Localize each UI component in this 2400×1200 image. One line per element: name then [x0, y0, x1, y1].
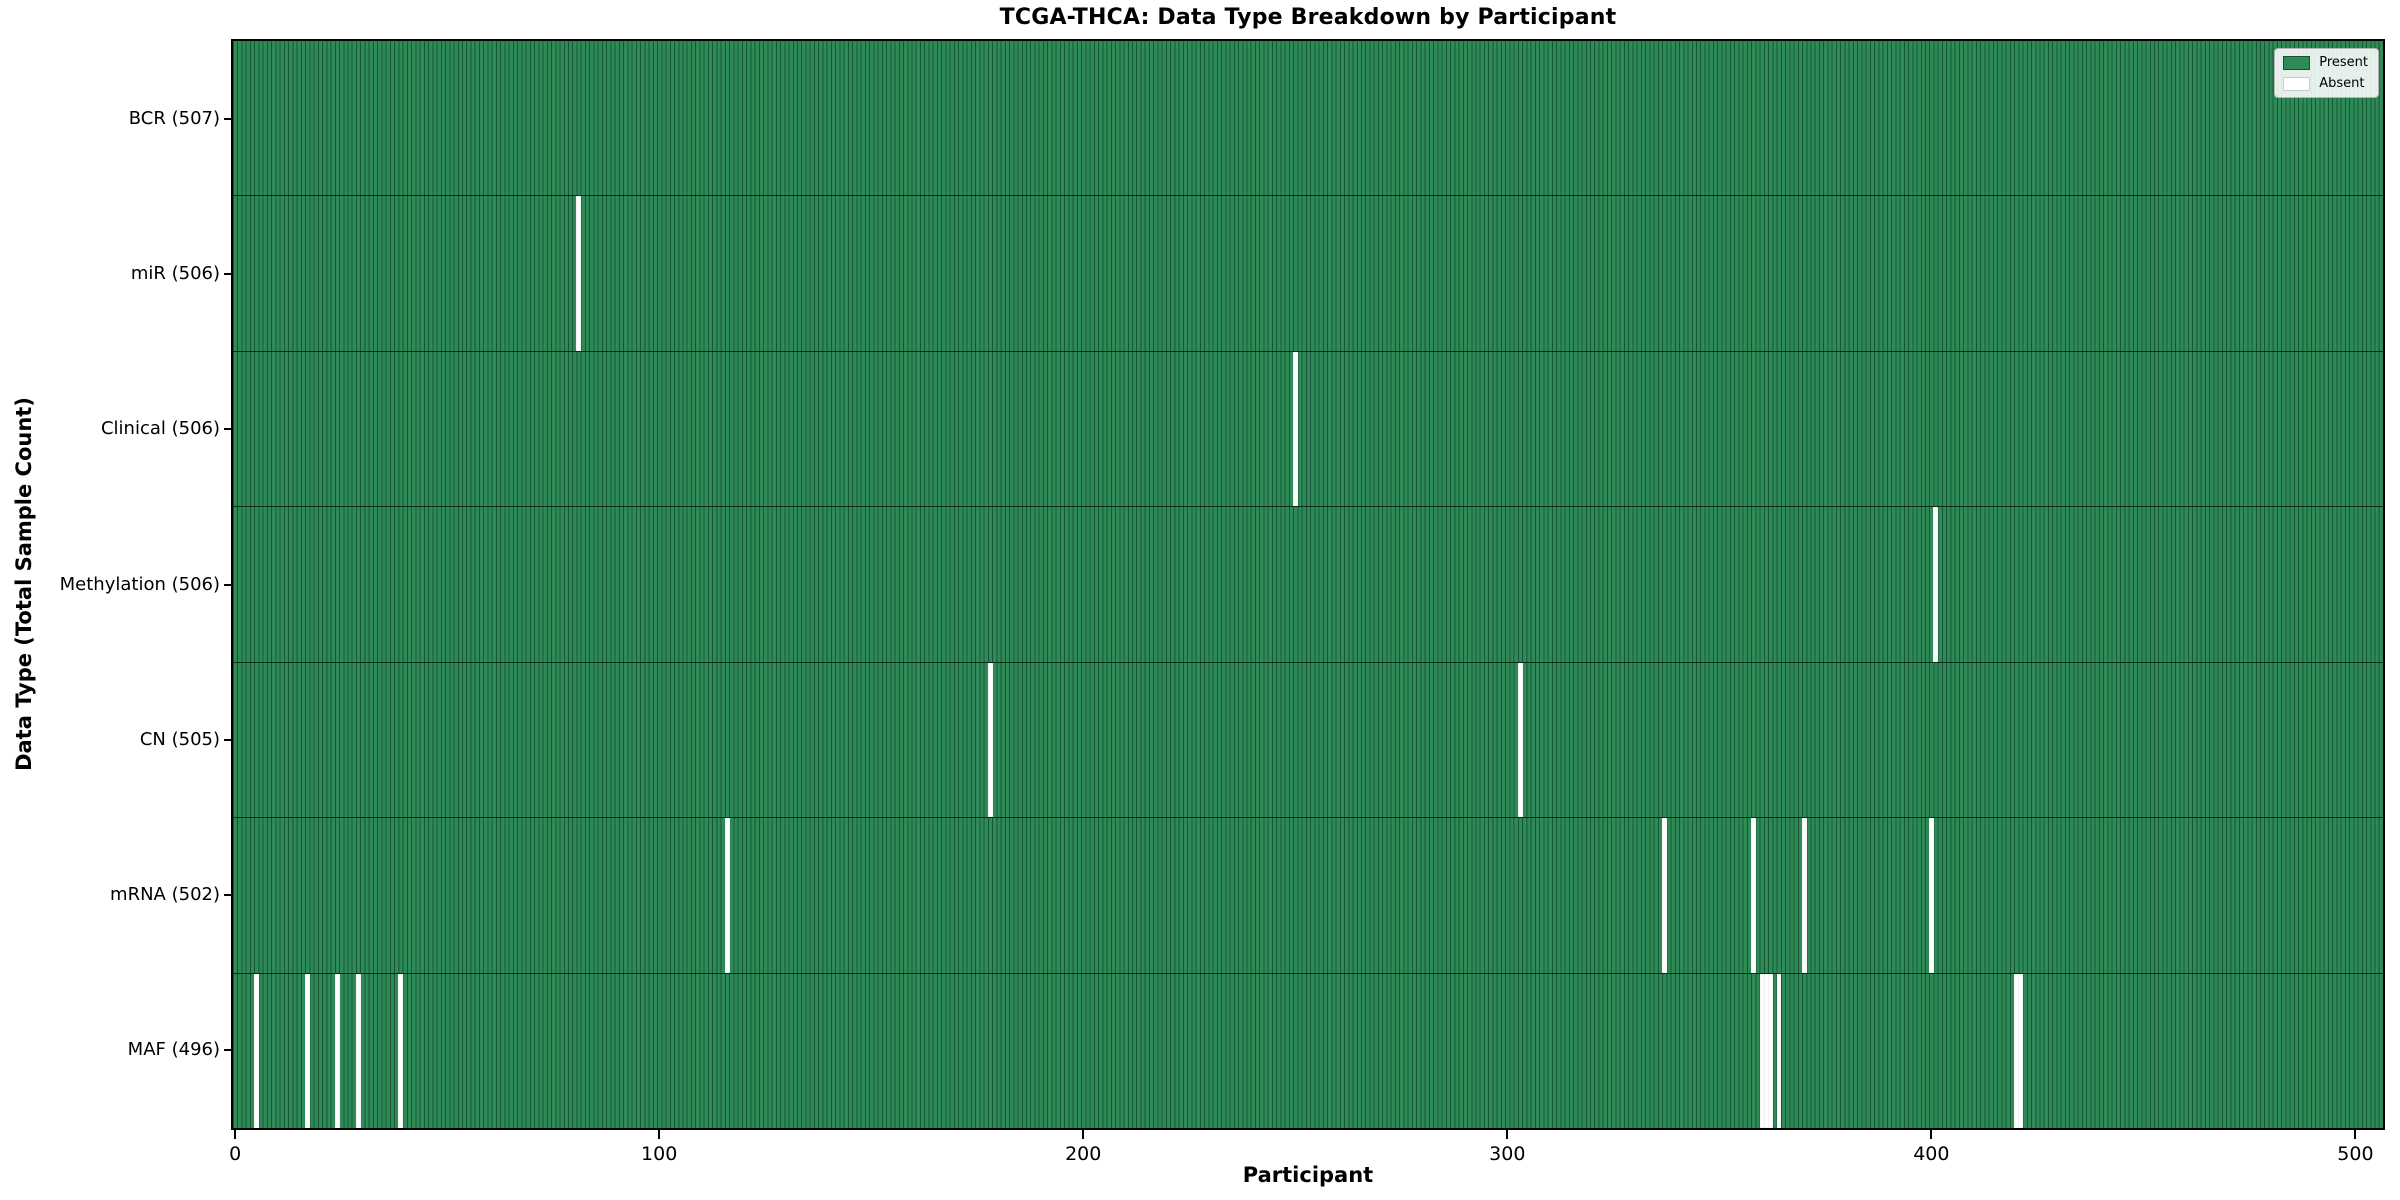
xtick-mark	[234, 1130, 237, 1139]
legend-entry-absent: Absent	[2283, 76, 2368, 91]
xtick-label-300: 300	[1489, 1143, 1526, 1165]
absent-gap	[1768, 973, 1773, 1128]
heatmap-row-cn	[233, 662, 2383, 819]
ytick-label-mir: miR (506)	[130, 262, 220, 284]
heatmap-row-methylation	[233, 507, 2383, 663]
absent-gap	[1751, 818, 1756, 973]
xtick-label-200: 200	[1065, 1143, 1102, 1165]
legend-label-absent: Absent	[2319, 76, 2365, 91]
heatmap-row-mir	[233, 196, 2383, 352]
xtick-mark	[1082, 1130, 1085, 1139]
absent-gap	[1763, 973, 1769, 1128]
xtick-label-400: 400	[1913, 1143, 1950, 1165]
ytick-label-mrna: mRNA (502)	[110, 884, 220, 906]
xtick-label-500: 500	[2337, 1143, 2374, 1165]
ytick-mark	[224, 894, 233, 897]
heatmap-row-maf	[233, 973, 2383, 1128]
absent-gap	[987, 662, 993, 818]
absent-gap	[1933, 507, 1939, 662]
legend-entry-present: Present	[2283, 55, 2368, 70]
absent-gap	[398, 973, 404, 1128]
absent-gap	[1293, 351, 1298, 507]
xtick-mark	[1930, 1130, 1933, 1139]
ytick-mark	[224, 1049, 233, 1052]
ytick-mark	[224, 583, 233, 586]
absent-gap	[355, 973, 361, 1128]
ytick-label-bcr: BCR (507)	[128, 107, 220, 129]
ytick-label-maf: MAF (496)	[127, 1039, 220, 1061]
absent-gap	[576, 196, 582, 351]
absent-gap	[1776, 973, 1782, 1128]
xtick-mark	[1506, 1130, 1509, 1139]
absent-gap	[1802, 818, 1807, 973]
ytick-mark	[224, 428, 233, 431]
absent-swatch-icon	[2283, 76, 2311, 91]
absent-gap	[305, 973, 310, 1128]
absent-gap	[1929, 818, 1934, 973]
absent-gap	[1759, 973, 1765, 1128]
xtick-label-0: 0	[229, 1143, 242, 1165]
ytick-mark	[224, 117, 233, 120]
ytick-label-methylation: Methylation (506)	[59, 573, 220, 595]
legend: Present Absent	[2274, 48, 2379, 98]
legend-label-present: Present	[2319, 55, 2368, 70]
ytick-label-cn: CN (505)	[139, 728, 220, 750]
absent-gap	[254, 973, 259, 1128]
absent-gap	[1662, 818, 1667, 973]
ytick-mark	[224, 738, 233, 741]
plot-area: Present Absent	[231, 39, 2385, 1130]
ytick-mark	[224, 272, 233, 275]
chart-title: TCGA-THCA: Data Type Breakdown by Partic…	[999, 5, 1617, 30]
absent-gap	[2014, 973, 2019, 1128]
absent-gap	[334, 973, 340, 1128]
absent-gap	[724, 818, 730, 973]
absent-gap	[2018, 973, 2024, 1128]
present-swatch-icon	[2283, 55, 2311, 70]
absent-gap	[1517, 662, 1523, 818]
ytick-label-clinical: Clinical (506)	[100, 418, 220, 440]
heatmap-row-bcr	[233, 41, 2383, 197]
xtick-mark	[2354, 1130, 2357, 1139]
xtick-mark	[658, 1130, 661, 1139]
xtick-label-100: 100	[641, 1143, 678, 1165]
x-axis-label: Participant	[1242, 1163, 1374, 1187]
heatmap-row-clinical	[233, 351, 2383, 508]
heatmap-row-mrna	[233, 818, 2383, 974]
